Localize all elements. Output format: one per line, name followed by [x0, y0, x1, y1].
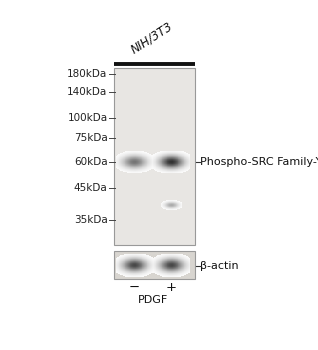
Text: 75kDa: 75kDa: [74, 133, 107, 143]
Text: 35kDa: 35kDa: [74, 215, 107, 225]
Text: 140kDa: 140kDa: [67, 87, 107, 97]
Text: 45kDa: 45kDa: [74, 183, 107, 193]
Bar: [114, 68, 195, 245]
Bar: [114, 251, 195, 279]
Text: +: +: [166, 281, 177, 294]
Text: 100kDa: 100kDa: [67, 113, 107, 123]
Text: 60kDa: 60kDa: [74, 157, 107, 167]
Text: β-actin: β-actin: [200, 261, 238, 271]
Text: −: −: [129, 281, 140, 294]
Text: 180kDa: 180kDa: [67, 69, 107, 79]
Text: NIH/3T3: NIH/3T3: [128, 19, 175, 56]
Text: PDGF: PDGF: [138, 295, 168, 305]
Text: Phospho-SRC Family-Y416: Phospho-SRC Family-Y416: [200, 158, 318, 167]
